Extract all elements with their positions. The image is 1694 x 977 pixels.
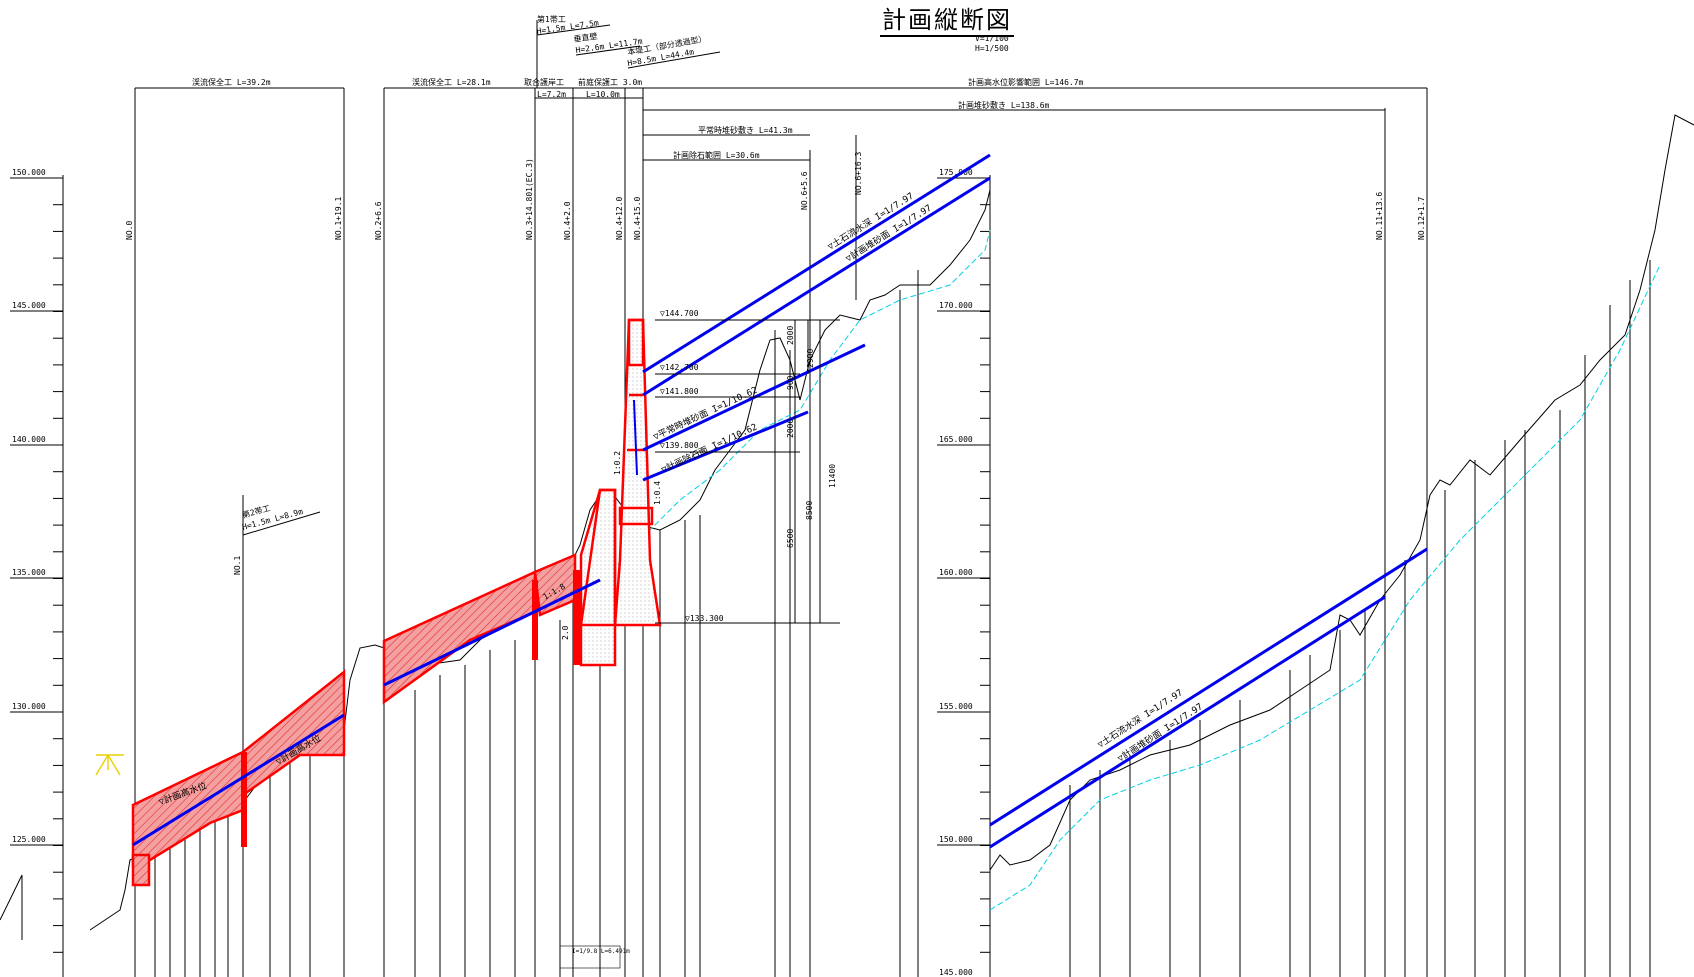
- dim-heijo: 平常時堆砂敷き L=41.3m: [698, 125, 793, 135]
- slope-mark: 1:0.2: [613, 451, 622, 475]
- right-tick-label: 175.000: [939, 168, 973, 177]
- elev-142-7: ▽142.700: [660, 363, 699, 372]
- station-label: NO.3+14.801(EC.3): [525, 158, 534, 240]
- right-tick-label: 145.000: [939, 968, 973, 977]
- left-tick-label: 150.000: [12, 168, 46, 177]
- right-tick-label: 170.000: [939, 301, 973, 310]
- dim-value: 6500: [786, 529, 795, 548]
- dimension-labels: 渓流保全工 L=39.2m 渓流保全工 L=28.1m 取合護岸工 前庭保護工 …: [192, 14, 1084, 969]
- dim-value: 900: [786, 375, 795, 390]
- left-axis-labels: 150.000 145.000 140.000 135.000 130.000 …: [10, 168, 63, 846]
- elev-133-3: ▽133.300: [685, 614, 724, 623]
- dim-maeniwa-l: L=10.0m: [586, 90, 620, 99]
- elev-139-8: ▽139.800: [660, 441, 699, 450]
- callout-slope: I=1/9.8 L=6.491m: [572, 948, 630, 955]
- dim-maeniwa: 前庭保護工 3.0m: [578, 77, 642, 87]
- right-tick-label: 150.000: [939, 835, 973, 844]
- right-tick-label: 165.000: [939, 435, 973, 444]
- water-line: [599, 229, 1661, 911]
- slope-mark: 2.0: [561, 625, 570, 640]
- scale-vertical: V=1/100: [975, 34, 1009, 43]
- right-axis-labels: 175.000 170.000 165.000 160.000 155.000 …: [937, 168, 990, 977]
- station-lines: [134, 88, 1651, 977]
- dim-taisha: 計画堆砂敷き L=138.6m: [958, 100, 1050, 110]
- dim-value: 2000: [786, 326, 795, 345]
- station-label: NO.6+5.6: [800, 171, 809, 210]
- channel-structures: [131, 318, 662, 887]
- station-label: NO.1: [233, 556, 242, 575]
- station-label: NO.4+2.0: [563, 201, 572, 240]
- sun-icon: [95, 754, 124, 776]
- elev-141-8: ▽141.800: [660, 387, 699, 396]
- dim-value: 2000: [786, 419, 795, 438]
- station-label: NO.6+16.3: [854, 151, 863, 195]
- left-tick-label: 140.000: [12, 435, 46, 444]
- station-label: NO.12+1.7: [1417, 196, 1426, 240]
- station-label: NO.4+15.0: [633, 196, 642, 240]
- dim-value: 11400: [828, 464, 837, 488]
- elevation-markers: [655, 319, 840, 624]
- right-tick-label: 155.000: [939, 702, 973, 711]
- dim-keiryu-2: 渓流保全工 L=28.1m: [412, 77, 491, 87]
- callout-dai1: 第1帯工: [537, 14, 566, 24]
- dim-value: 2900: [806, 349, 815, 368]
- scale-note: V=1/100 H=1/500: [975, 34, 1009, 54]
- station-label: NO.1+19.1: [334, 196, 343, 240]
- top-dimensions: [135, 20, 1427, 536]
- left-tick-label: 130.000: [12, 702, 46, 711]
- dim-torai: 取合護岸工: [524, 77, 564, 87]
- right-tick-label: 160.000: [939, 568, 973, 577]
- elevation-labels: ▽144.700 ▽142.700 ▽141.800 ▽139.800 ▽133…: [660, 309, 837, 623]
- station-label: NO.4+12.0: [615, 196, 624, 240]
- dim-joseki: 計画除石範囲 L=30.6m: [673, 150, 760, 160]
- station-label: NO.0: [125, 221, 134, 240]
- dim-keiryu-1: 渓流保全工 L=39.2m: [192, 77, 271, 87]
- station-labels: NO.0 NO.1+19.1 NO.1 NO.2+6.6 NO.3+14.801…: [125, 151, 1426, 575]
- elev-144-7: ▽144.700: [660, 309, 699, 318]
- scale-horizontal: H=1/500: [975, 44, 1009, 53]
- page-title: 計画縦断図: [880, 0, 1014, 37]
- dim-torai-l: L=7.2m: [537, 90, 566, 99]
- station-label: NO.11+13.6: [1375, 192, 1384, 240]
- right-axis: [980, 175, 991, 977]
- left-axis: [53, 175, 64, 977]
- slope-mark: 1:0.4: [653, 481, 662, 505]
- dim-koushui: 計画高水位影響範囲 L=146.7m: [968, 77, 1084, 87]
- left-tick-label: 135.000: [12, 568, 46, 577]
- left-tick-label: 145.000: [12, 301, 46, 310]
- callout-suichoku: 垂直壁: [573, 31, 598, 44]
- left-tick-label: 125.000: [12, 835, 46, 844]
- station-label: NO.2+6.6: [374, 201, 383, 240]
- dim-value: 8500: [805, 501, 814, 520]
